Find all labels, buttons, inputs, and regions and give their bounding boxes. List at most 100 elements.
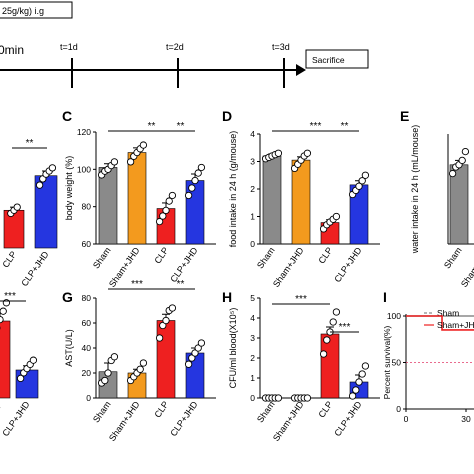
data-point-C xyxy=(162,206,170,215)
x-tick-label-D: CLP+JHD xyxy=(332,245,364,284)
legend-label-0: Sham xyxy=(437,308,459,318)
panel-letter-C: C xyxy=(62,108,72,124)
data-point-D xyxy=(274,149,283,157)
data-point-H xyxy=(358,370,366,378)
x-tick-label-H: CLP+JHD xyxy=(332,399,364,438)
y-axis-label-D: food intake in 24 h (g/mouse) xyxy=(228,131,238,248)
y-axis-label-C: body weight (%) xyxy=(64,156,74,221)
x-tick-label-F: CLP+JHD xyxy=(0,399,32,438)
panel-letter-D: D xyxy=(222,108,232,124)
timeline-tick-label-3: t=3d xyxy=(272,42,290,52)
y-tick-label-G: 80 xyxy=(82,293,92,303)
y-tick-label-G: 40 xyxy=(82,343,92,353)
dose-label: 25g/kg) i.g xyxy=(2,6,44,16)
bar-B-CLP xyxy=(3,209,25,249)
bar-C-Sham+JHD xyxy=(127,152,147,245)
y-tick-label-I: 50 xyxy=(392,358,402,368)
data-point-H xyxy=(352,386,360,394)
data-point-C xyxy=(168,191,177,200)
y-axis-label-H: CFU/ml blood(X10⁵) xyxy=(228,308,238,389)
data-point-H xyxy=(274,394,283,402)
y-axis-label-E: water intake in 24 h (mL/mouse) xyxy=(410,125,420,255)
x-tick-label-I: 0 xyxy=(404,414,409,424)
data-point-F xyxy=(16,374,25,383)
panel-letter-G: G xyxy=(62,289,73,305)
data-point-G xyxy=(188,354,196,362)
y-tick-label-H: 5 xyxy=(250,293,255,303)
bar-H-CLP xyxy=(320,333,340,399)
data-point-G xyxy=(101,376,109,385)
data-point-C xyxy=(159,212,167,220)
y-tick-label-G: 0 xyxy=(86,393,91,403)
y-tick-label-H: 2 xyxy=(250,353,255,363)
significance-label-G: ** xyxy=(177,279,185,290)
significance-label-H: *** xyxy=(339,322,351,333)
data-point-G xyxy=(194,344,202,352)
y-tick-label-D: 1 xyxy=(250,212,255,222)
legend-label-1: Sham+JH xyxy=(437,320,474,330)
data-point-C xyxy=(110,158,119,166)
data-point-C xyxy=(194,169,202,177)
data-point-C xyxy=(165,197,173,205)
data-point-H xyxy=(329,318,337,326)
panel-letter-H: H xyxy=(222,289,232,305)
data-point-G xyxy=(197,339,206,347)
significance-label-F: *** xyxy=(4,291,16,302)
data-point-D xyxy=(355,182,363,190)
x-tick-label-G: CLP+JHD xyxy=(168,399,200,438)
significance-label-D: ** xyxy=(341,121,349,132)
sacrifice-box xyxy=(305,49,369,69)
x-tick-label-G: CLP xyxy=(152,399,170,419)
timeline-arrowhead xyxy=(296,64,306,76)
data-point-D xyxy=(361,171,370,179)
y-tick-label-I: 100 xyxy=(387,311,401,321)
data-point-B xyxy=(13,203,21,211)
data-point-B xyxy=(48,164,57,172)
y-tick-label-I: 0 xyxy=(396,404,401,414)
data-point-C xyxy=(155,217,164,226)
data-point-H xyxy=(319,350,328,358)
data-point-D xyxy=(332,212,341,221)
x-tick-label-D: CLP xyxy=(316,245,334,265)
dose-box xyxy=(0,1,73,19)
y-tick-label-G: 20 xyxy=(82,368,92,378)
data-point-E xyxy=(461,147,470,156)
x-tick-label-C: Sham xyxy=(91,245,113,270)
panel-letter-I: I xyxy=(383,289,387,305)
y-tick-label-H: 1 xyxy=(250,373,255,383)
data-point-G xyxy=(184,360,193,368)
significance-label-C: ** xyxy=(177,121,185,132)
data-point-G xyxy=(191,349,199,357)
x-tick-label-H: Sham xyxy=(255,399,277,424)
data-point-E xyxy=(448,169,457,178)
timeline-tick-label-1: t=1d xyxy=(60,42,78,52)
data-point-F xyxy=(0,315,4,324)
data-point-G xyxy=(159,321,167,330)
bar-D-Sham+JHD xyxy=(291,159,311,245)
data-point-C xyxy=(184,191,193,200)
y-tick-label-D: 0 xyxy=(250,239,255,249)
data-point-C xyxy=(188,184,196,192)
data-point-D xyxy=(358,177,366,185)
data-point-H xyxy=(303,394,312,402)
y-tick-label-G: 60 xyxy=(82,318,92,328)
panel-letter-E: E xyxy=(400,108,409,124)
data-point-H xyxy=(355,378,363,386)
y-tick-label-D: 3 xyxy=(250,157,255,167)
data-point-F xyxy=(0,307,7,315)
bar-D-Sham xyxy=(262,155,282,245)
data-point-H xyxy=(332,308,341,316)
x-tick-label-I: 30 xyxy=(461,414,471,424)
x-tick-label-B: CLP xyxy=(0,249,18,269)
y-axis-label-I: Percent survival(%) xyxy=(382,325,392,399)
survival-line-1 xyxy=(406,315,474,331)
x-tick-label-E: Sham xyxy=(442,245,464,270)
y-tick-label-D: 2 xyxy=(250,184,255,194)
y-tick-label-C: 120 xyxy=(77,127,91,137)
significance-label-B: ** xyxy=(26,138,34,149)
data-point-G xyxy=(110,353,119,361)
data-point-G xyxy=(155,334,164,342)
timeline-tick-label-2: t=2d xyxy=(166,42,184,52)
bar-G-CLP xyxy=(156,320,176,399)
